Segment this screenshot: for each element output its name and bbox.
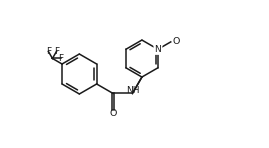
Text: N: N (155, 45, 161, 54)
Text: O: O (173, 37, 180, 46)
Text: NH: NH (126, 86, 139, 95)
Text: F: F (46, 47, 51, 56)
Text: F: F (58, 54, 63, 63)
Text: O: O (109, 109, 117, 118)
Text: F: F (54, 47, 59, 56)
